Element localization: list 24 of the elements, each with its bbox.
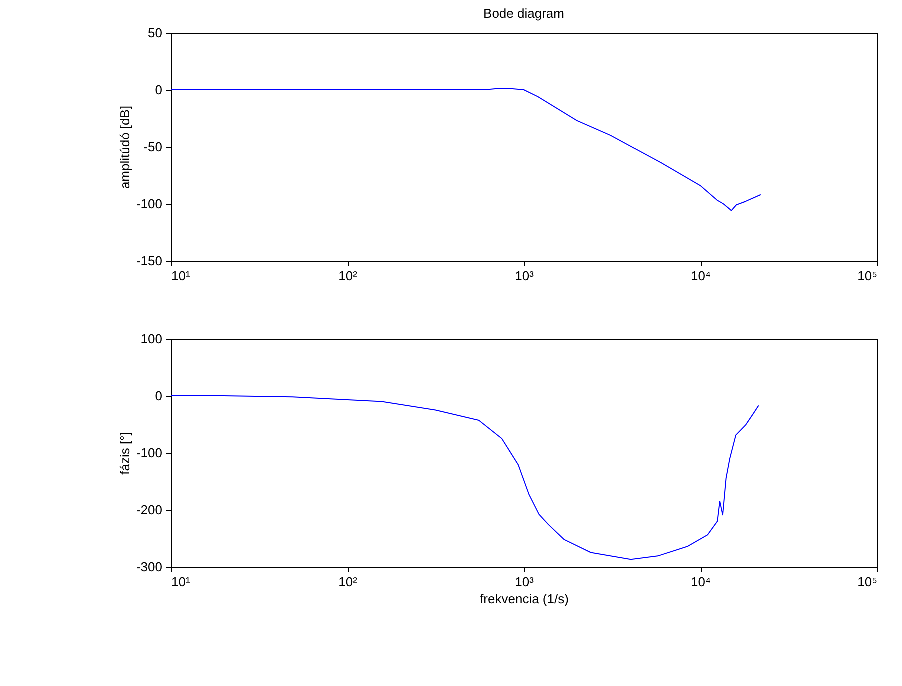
y-tick-label: -200 [136,502,162,518]
x-tick-label: 10³ [515,574,535,590]
y-tick-label: -150 [136,254,162,268]
y-tick-label: -100 [136,196,162,212]
x-tick-label: 10⁵ [858,268,878,284]
y-tick-label: -300 [136,560,162,574]
x-tick-label: 10³ [515,268,535,284]
x-tick-label: 10⁴ [690,574,712,590]
chart-title: Bode diagram [484,6,564,21]
y-tick-label: -100 [136,446,162,460]
x-tick-label: 10⁴ [690,268,712,284]
y-tick-label: 0 [155,82,162,98]
y-tick-label: 0 [155,388,162,404]
y-tick-label: -50 [144,140,162,154]
y-axis-title: fázis [°] [117,432,132,475]
x-tick-label: 10² [338,268,358,284]
x-tick-label: 10⁵ [858,574,878,590]
x-tick-label: 10¹ [172,574,191,590]
x-tick-label: 10¹ [172,268,191,284]
y-tick-label: 50 [148,26,162,40]
y-tick-label: 100 [140,332,162,346]
x-tick-label: 10² [338,574,358,590]
x-axis-title: frekvencia (1/s) [480,592,569,606]
y-axis-title: amplitúdó [dB] [117,106,132,190]
